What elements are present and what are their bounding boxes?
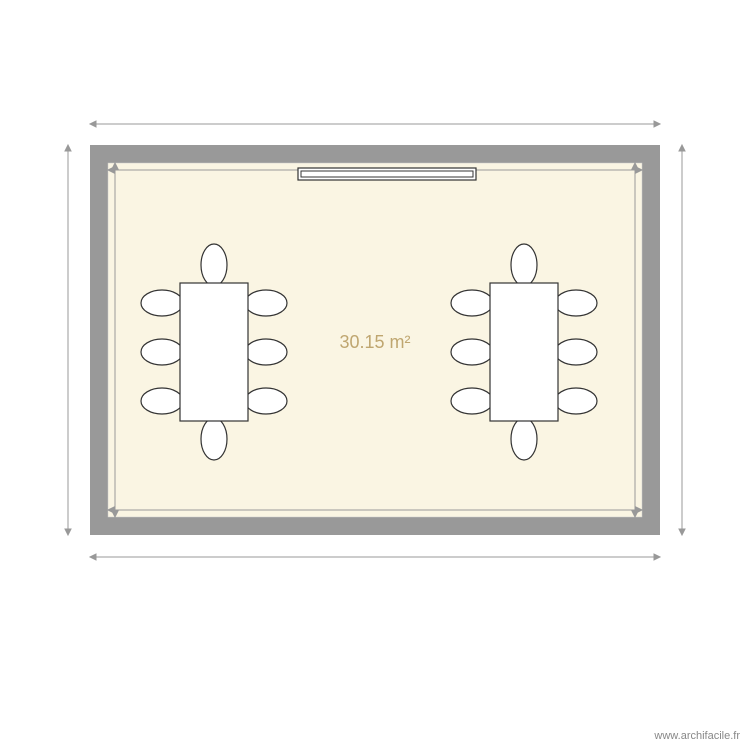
table-top-icon	[180, 283, 248, 421]
chair-right-icon	[555, 290, 597, 316]
chair-bottom-icon	[201, 418, 227, 460]
floorplan-canvas: 30.15 m²	[0, 0, 750, 750]
window-top	[298, 168, 476, 180]
chair-right-icon	[555, 388, 597, 414]
chair-left-icon	[451, 388, 493, 414]
chair-top-icon	[511, 244, 537, 286]
watermark-text: www.archifacile.fr	[654, 730, 740, 742]
chair-right-icon	[245, 339, 287, 365]
chair-bottom-icon	[511, 418, 537, 460]
chair-left-icon	[141, 388, 183, 414]
area-label: 30.15 m²	[339, 332, 410, 352]
chair-left-icon	[141, 290, 183, 316]
chair-right-icon	[245, 388, 287, 414]
chair-left-icon	[451, 290, 493, 316]
chair-right-icon	[555, 339, 597, 365]
chair-top-icon	[201, 244, 227, 286]
chair-left-icon	[451, 339, 493, 365]
table-top-icon	[490, 283, 558, 421]
chair-left-icon	[141, 339, 183, 365]
chair-right-icon	[245, 290, 287, 316]
